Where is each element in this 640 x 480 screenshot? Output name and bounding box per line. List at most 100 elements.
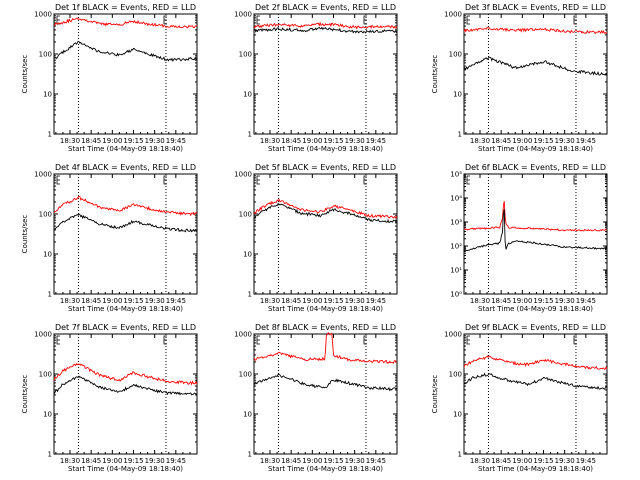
chart-panel-4: Det 4f BLACK = Events, RED = LLD 1 10 100 10… <box>21 163 198 313</box>
x-axis-label: Start Time (04-May-09 18:18:40) <box>68 145 183 153</box>
y-tick-label: 1 <box>48 291 52 299</box>
x-axis-label: Start Time (04-May-09 18:18:40) <box>68 305 183 313</box>
y-tick-label: 10 <box>453 411 462 419</box>
y-tick-label: 1000 <box>444 11 462 19</box>
x-tick-label: 18:45 <box>281 137 301 145</box>
end-bracket-marker <box>163 335 167 345</box>
y-tick-label: 10² <box>450 243 462 251</box>
start-bracket-marker <box>256 335 260 345</box>
y-tick-label: 10³ <box>450 219 462 227</box>
x-tick-label: 18:30 <box>60 457 80 465</box>
y-tick-label: 100 <box>449 371 462 379</box>
series-lld-line <box>463 26 608 35</box>
x-tick-label: 19:30 <box>555 297 575 305</box>
y-tick-label: 10⁴ <box>450 195 462 203</box>
x-tick-label: 18:30 <box>470 137 490 145</box>
x-tick-label: 19:30 <box>555 457 575 465</box>
y-tick-label: 1 <box>48 451 52 459</box>
start-bracket-marker <box>56 175 60 185</box>
y-axis-label: Counts/sec <box>431 375 439 414</box>
x-tick-label: 18:45 <box>491 297 511 305</box>
x-tick-label: 18:30 <box>470 297 490 305</box>
x-tick-label: 18:45 <box>81 137 101 145</box>
y-tick-label: 1000 <box>444 331 462 339</box>
x-tick-label: 18:45 <box>81 457 101 465</box>
chart-panel-3: Det 3f BLACK = Events, RED = LLD 1 10 100 10… <box>431 3 608 153</box>
chart-panel-5: Det 5f BLACK = Events, RED = LLD 1 10 100 10… <box>234 163 398 313</box>
x-tick-label: 19:00 <box>512 297 532 305</box>
series-events-line <box>53 40 198 62</box>
series-events-line <box>463 209 608 251</box>
y-tick-label: 1000 <box>234 331 252 339</box>
x-axis-label: Start Time (04-May-09 18:18:40) <box>268 305 383 313</box>
plot-frame <box>53 173 198 295</box>
x-tick-label: 19:00 <box>302 457 322 465</box>
y-axis-label: Counts/sec <box>431 55 439 94</box>
x-tick-label: 19:45 <box>366 297 386 305</box>
series-events-line <box>463 372 608 390</box>
y-tick-label: 1000 <box>234 11 252 19</box>
plot-frame <box>463 13 608 135</box>
y-tick-label: 100 <box>449 51 462 59</box>
x-tick-label: 18:45 <box>491 137 511 145</box>
x-tick-label: 19:00 <box>512 457 532 465</box>
x-tick-label: 19:15 <box>323 137 343 145</box>
x-tick-label: 18:45 <box>81 297 101 305</box>
series-lld-line <box>253 198 398 219</box>
y-tick-label: 100 <box>39 211 52 219</box>
plot-frame <box>253 173 398 295</box>
x-tick-label: 19:00 <box>302 137 322 145</box>
chart-title: Det 7f BLACK = Events, RED = LLD <box>55 323 196 332</box>
y-tick-label: 100 <box>239 211 252 219</box>
x-tick-label: 18:30 <box>60 137 80 145</box>
end-bracket-marker <box>163 175 167 185</box>
y-axis-label: Counts/sec <box>21 375 29 414</box>
x-axis-label: Start Time (04-May-09 18:18:40) <box>478 145 593 153</box>
y-tick-label: 10 <box>43 251 52 259</box>
chart-panel-1: Det 1f BLACK = Events, RED = LLD 1 10 100 10… <box>21 3 198 153</box>
chart-panel-2: Det 2f BLACK = Events, RED = LLD 1 10 100 10… <box>234 3 398 153</box>
y-tick-label: 1 <box>458 451 462 459</box>
x-tick-label: 19:15 <box>123 457 143 465</box>
chart-title: Det 1f BLACK = Events, RED = LLD <box>55 3 196 12</box>
y-tick-label: 10⁵ <box>450 171 462 179</box>
x-tick-label: 19:45 <box>576 137 596 145</box>
y-tick-label: 10 <box>243 251 252 259</box>
y-tick-label: 1 <box>248 451 252 459</box>
plot-frame <box>53 13 198 135</box>
x-tick-label: 19:45 <box>166 137 186 145</box>
y-tick-label: 1000 <box>34 331 52 339</box>
y-axis-label: Counts/sec <box>21 55 29 94</box>
chart-title: Det 8f BLACK = Events, RED = LLD <box>255 323 396 332</box>
y-tick-label: 10⁰ <box>450 291 462 299</box>
x-tick-label: 19:30 <box>145 457 165 465</box>
start-bracket-marker <box>256 15 260 25</box>
y-tick-label: 10 <box>243 411 252 419</box>
series-lld-line <box>463 355 608 370</box>
series-events-line <box>253 26 398 34</box>
x-tick-label: 19:15 <box>123 137 143 145</box>
series-lld-line <box>53 195 198 217</box>
chart-title: Det 4f BLACK = Events, RED = LLD <box>55 163 196 172</box>
y-tick-label: 10¹ <box>450 267 462 275</box>
series-events-line <box>53 375 198 396</box>
end-bracket-marker <box>573 15 577 25</box>
x-tick-label: 18:45 <box>281 297 301 305</box>
x-tick-label: 19:30 <box>345 297 365 305</box>
plot-frame <box>463 333 608 455</box>
x-axis-label: Start Time (04-May-09 18:18:40) <box>478 305 593 313</box>
end-bracket-marker <box>573 335 577 345</box>
y-tick-label: 1 <box>48 131 52 139</box>
y-tick-label: 100 <box>39 51 52 59</box>
x-tick-label: 18:30 <box>260 457 280 465</box>
x-tick-label: 18:30 <box>260 137 280 145</box>
x-axis-label: Start Time (04-May-09 18:18:40) <box>68 465 183 473</box>
chart-panel-7: Det 7f BLACK = Events, RED = LLD 1 10 100 10… <box>21 323 198 473</box>
x-axis-label: Start Time (04-May-09 18:18:40) <box>478 465 593 473</box>
start-bracket-marker <box>466 175 470 185</box>
x-tick-label: 18:45 <box>281 457 301 465</box>
start-bracket-marker <box>56 15 60 25</box>
plot-frame <box>253 333 398 455</box>
x-axis-label: Start Time (04-May-09 18:18:40) <box>268 465 383 473</box>
x-tick-label: 19:00 <box>102 297 122 305</box>
